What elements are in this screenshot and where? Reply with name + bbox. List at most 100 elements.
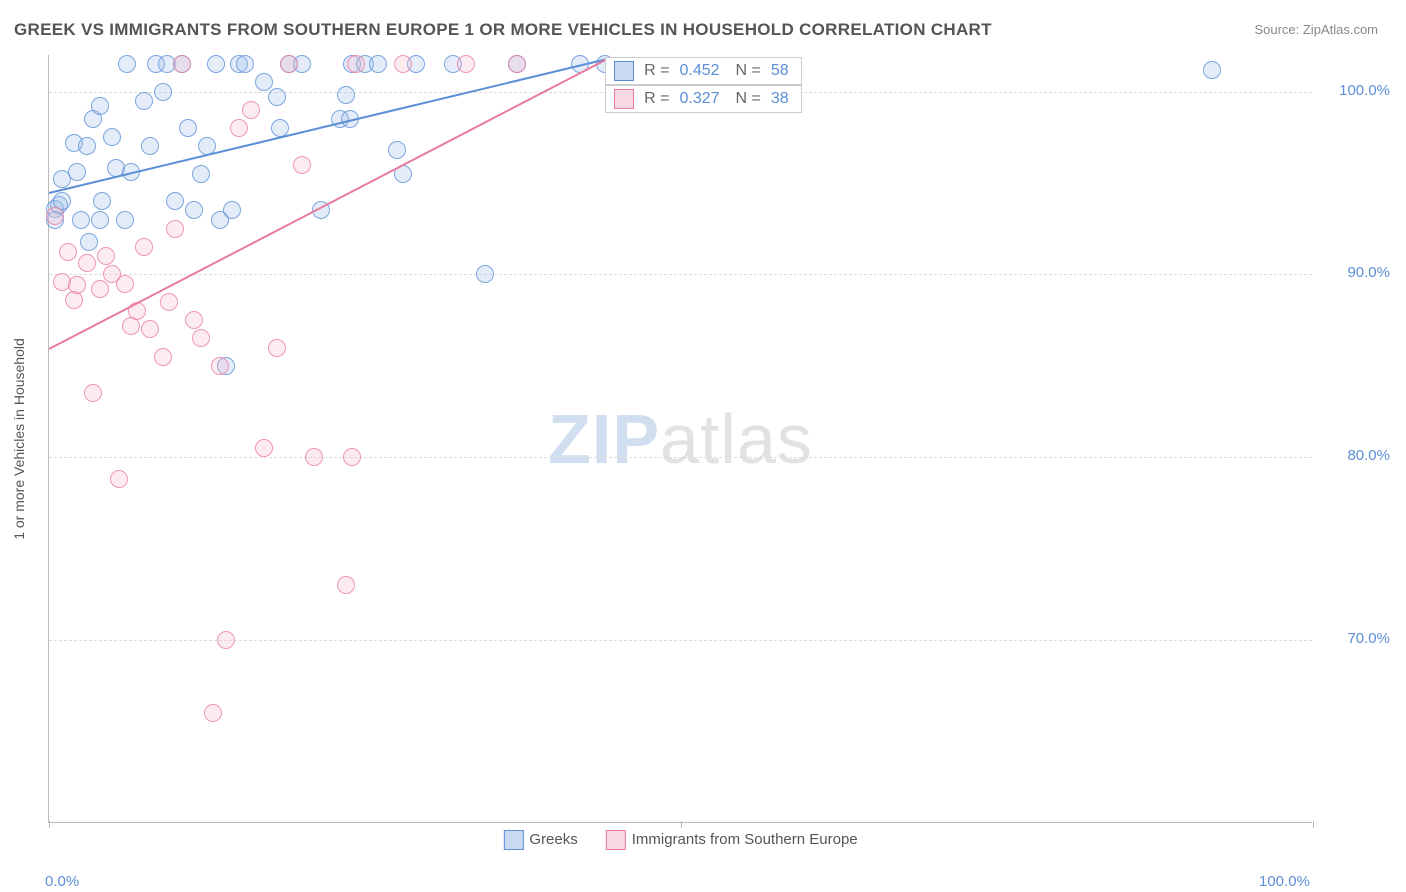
scatter-point [185,311,203,329]
source-attribution: Source: ZipAtlas.com [1254,22,1378,37]
scatter-point [91,97,109,115]
trend-line [49,59,606,194]
scatter-point [223,201,241,219]
scatter-point [337,576,355,594]
scatter-point [217,631,235,649]
y-tick-label: 90.0% [1347,264,1390,281]
stats-box: R = 0.327 N = 38 [605,85,802,113]
scatter-point [166,192,184,210]
n-label: N = [736,62,761,80]
watermark: ZIPatlas [548,399,813,479]
scatter-point [369,55,387,73]
y-tick-label: 80.0% [1347,447,1390,464]
scatter-point [84,384,102,402]
scatter-point [72,211,90,229]
y-tick-label: 70.0% [1347,630,1390,647]
scatter-point [457,55,475,73]
scatter-point [78,137,96,155]
scatter-point [388,141,406,159]
legend-item: Immigrants from Southern Europe [606,830,858,850]
scatter-point [166,220,184,238]
scatter-point [255,439,273,457]
scatter-point [192,329,210,347]
plot-area: 1 or more Vehicles in Household ZIPatlas… [48,55,1312,823]
scatter-point [268,88,286,106]
gridline [49,274,1312,275]
scatter-point [337,86,355,104]
scatter-point [236,55,254,73]
scatter-point [141,320,159,338]
r-value: 0.452 [680,62,720,80]
scatter-point [116,211,134,229]
gridline [49,457,1312,458]
scatter-point [93,192,111,210]
n-label: N = [736,90,761,108]
scatter-point [160,293,178,311]
legend-label: Greeks [529,831,577,848]
scatter-point [154,348,172,366]
y-tick-label: 100.0% [1339,82,1390,99]
x-tick [49,821,50,828]
scatter-point [255,73,273,91]
scatter-point [204,704,222,722]
legend-item: Greeks [503,830,577,850]
legend-label: Immigrants from Southern Europe [632,831,858,848]
scatter-point [141,137,159,155]
scatter-point [242,101,260,119]
x-tick [681,821,682,828]
gridline [49,640,1312,641]
scatter-point [305,448,323,466]
scatter-point [97,247,115,265]
legend-swatch [614,61,634,81]
scatter-point [347,55,365,73]
scatter-point [192,165,210,183]
scatter-point [185,201,203,219]
scatter-point [68,276,86,294]
scatter-point [293,156,311,174]
x-tick [1313,821,1314,828]
scatter-point [59,243,77,261]
n-value: 38 [771,90,789,108]
n-value: 58 [771,62,789,80]
scatter-point [110,470,128,488]
scatter-point [135,92,153,110]
stats-box: R = 0.452 N = 58 [605,57,802,85]
r-value: 0.327 [680,90,720,108]
chart-title: GREEK VS IMMIGRANTS FROM SOUTHERN EUROPE… [14,20,992,40]
legend-swatch [503,830,523,850]
watermark-zip: ZIP [548,400,660,478]
watermark-atlas: atlas [660,400,813,478]
legend: Greeks Immigrants from Southern Europe [503,830,857,850]
scatter-point [343,448,361,466]
r-label: R = [644,62,669,80]
scatter-point [116,275,134,293]
scatter-point [78,254,96,272]
scatter-point [268,339,286,357]
scatter-point [508,55,526,73]
x-tick-label: 0.0% [45,873,79,890]
scatter-point [103,128,121,146]
scatter-point [230,119,248,137]
scatter-point [68,163,86,181]
scatter-point [179,119,197,137]
trend-line [49,59,606,350]
scatter-point [207,55,225,73]
scatter-point [154,83,172,101]
scatter-point [91,280,109,298]
scatter-point [211,357,229,375]
scatter-point [476,265,494,283]
r-label: R = [644,90,669,108]
scatter-point [173,55,191,73]
y-axis-title: 1 or more Vehicles in Household [11,338,27,540]
scatter-point [1203,61,1221,79]
x-tick-label: 100.0% [1259,873,1310,890]
legend-swatch [606,830,626,850]
scatter-point [394,55,412,73]
scatter-point [118,55,136,73]
scatter-point [46,207,64,225]
scatter-point [80,233,98,251]
scatter-point [135,238,153,256]
legend-swatch [614,89,634,109]
scatter-point [280,55,298,73]
scatter-point [91,211,109,229]
